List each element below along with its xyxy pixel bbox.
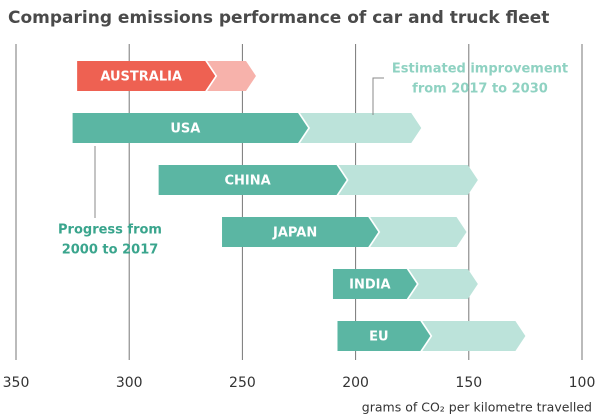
- bar-light: [370, 217, 467, 247]
- category-label: CHINA: [224, 174, 270, 189]
- x-tick-label: 100: [569, 375, 596, 391]
- marks: AUSTRALIA USA CHINA JAPAN INDIA EU: [72, 61, 526, 351]
- x-tick-label: 200: [342, 375, 369, 391]
- bar-dark: [77, 61, 216, 91]
- legend-label: Estimated improvement: [392, 62, 568, 77]
- bar-dark: [222, 217, 379, 247]
- category-label: AUSTRALIA: [100, 70, 182, 85]
- x-tick-label: 300: [116, 375, 143, 391]
- bar-dark: [337, 321, 431, 351]
- annotation-leader: [372, 77, 384, 115]
- legend-label: from 2017 to 2030: [412, 82, 548, 97]
- bar-dark: [332, 269, 417, 299]
- bar-light: [207, 61, 256, 91]
- x-tick-label: 250: [229, 375, 256, 391]
- category-label: JAPAN: [272, 226, 317, 241]
- category-label: INDIA: [349, 278, 390, 293]
- category-label: EU: [369, 330, 388, 345]
- bar-light: [338, 165, 478, 195]
- bar-light: [422, 321, 526, 351]
- bar-dark: [158, 165, 347, 195]
- legend-label: 2000 to 2017: [62, 243, 159, 258]
- grid: [15, 44, 583, 360]
- x-axis-label: grams of CO₂ per kilometre travelled: [362, 400, 592, 415]
- bar-light: [408, 269, 478, 299]
- legend-label: Progress from: [58, 223, 162, 238]
- category-label: USA: [170, 122, 200, 137]
- chart-title: Comparing emissions performance of car a…: [8, 8, 549, 28]
- bar-light: [300, 113, 422, 143]
- bar-dark: [72, 113, 309, 143]
- x-tick-label: 350: [3, 375, 30, 391]
- x-tick-label: 150: [455, 375, 482, 391]
